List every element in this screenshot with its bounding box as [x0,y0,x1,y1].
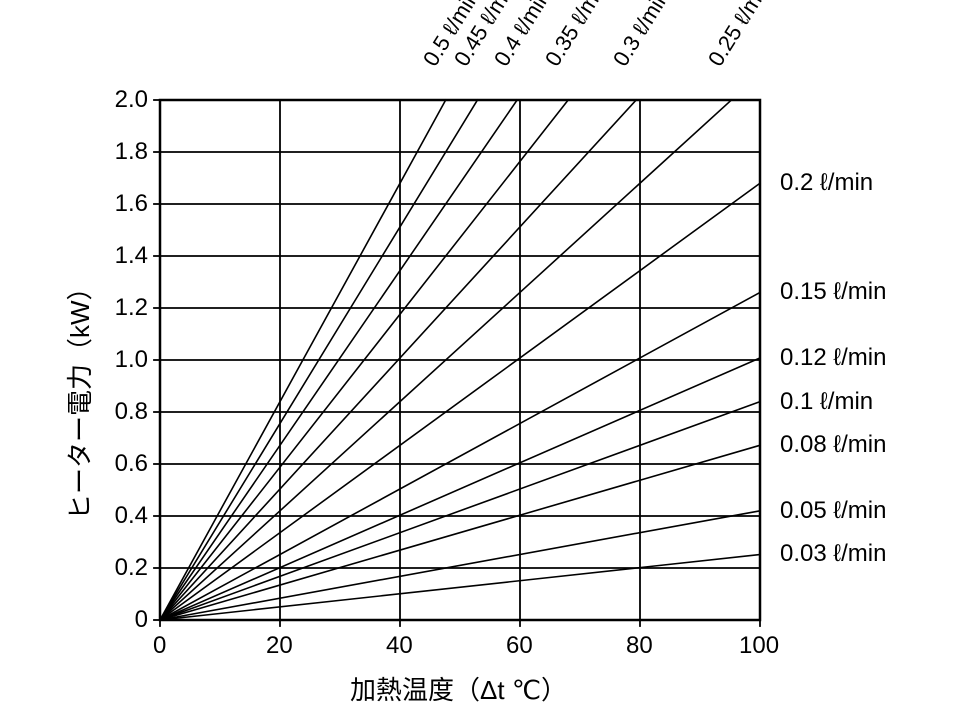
x-tick-label: 20 [266,632,293,660]
x-tick-label: 60 [506,632,533,660]
y-axis-title: ヒーター電力（kW） [60,274,97,520]
x-tick-label: 100 [739,632,779,660]
y-tick-label: 0.4 [115,502,148,530]
y-tick-label: 1.2 [115,294,148,322]
y-tick-label: 0.6 [115,450,148,478]
x-tick-label: 40 [386,632,413,660]
series-label: 0.15 ℓ/min [780,278,886,306]
series-label: 0.1 ℓ/min [780,388,873,416]
series-label: 0.03 ℓ/min [780,540,886,568]
y-tick-label: 0.8 [115,398,148,426]
series-line [160,183,760,620]
y-tick-label: 1.0 [115,346,148,374]
x-tick-label: 0 [153,632,166,660]
series-label: 0.2 ℓ/min [780,169,873,197]
y-tick-label: 2.0 [115,86,148,114]
x-tick-label: 80 [626,632,653,660]
series-label: 0.08 ℓ/min [780,431,886,459]
series-label: 0.05 ℓ/min [780,497,886,525]
series-line [160,511,760,620]
x-axis-title: 加熱温度（Δt ℃） [350,670,567,707]
heater-power-chart: ヒーター電力（kW） 加熱温度（Δt ℃） 0 0.2 0.4 0.6 0.8 1.0 1.… [0,0,960,720]
series-label: 0.12 ℓ/min [780,344,886,372]
y-tick-label: 1.4 [115,242,148,270]
y-tick-label: 0.2 [115,554,148,582]
y-tick-label: 0 [135,606,148,634]
y-tick-label: 1.8 [115,138,148,166]
y-tick-label: 1.6 [115,190,148,218]
